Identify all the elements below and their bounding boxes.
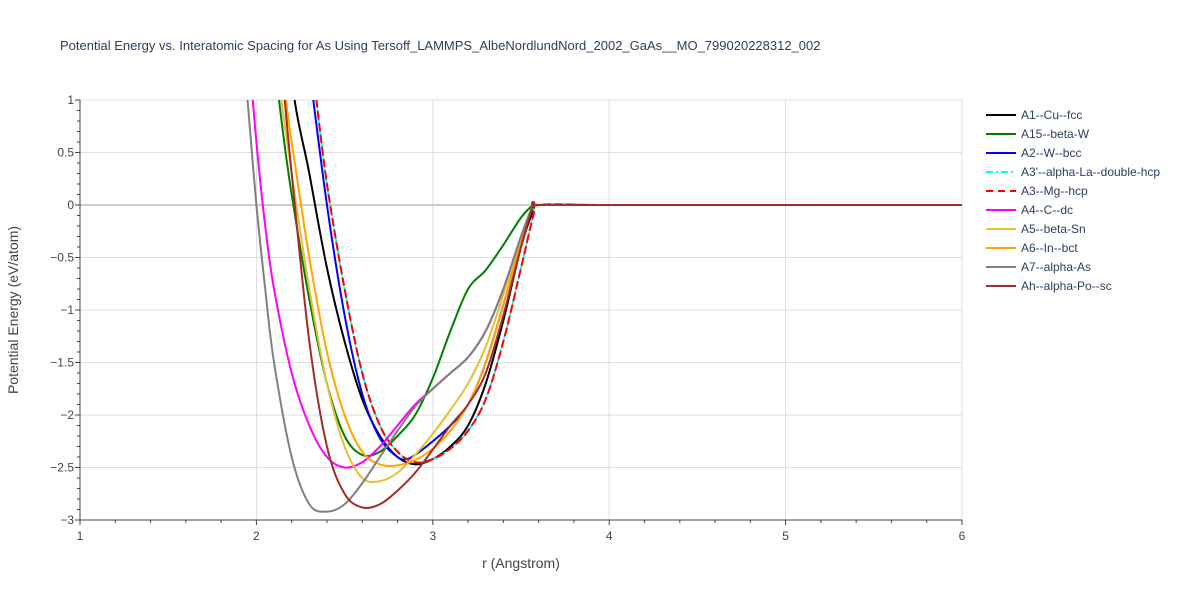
legend-item[interactable]: A2--W--bcc xyxy=(986,146,1081,160)
legend-label: A2--W--bcc xyxy=(1021,146,1081,160)
x-tick-label: 2 xyxy=(253,529,260,543)
series-line-6 xyxy=(251,100,962,469)
legend[interactable]: A1--Cu--fcc A15--beta-W A2--W--bcc A3'--alp… xyxy=(986,108,1160,293)
y-tick-label: −2.5 xyxy=(50,461,74,475)
legend-item[interactable]: A4--C--dc xyxy=(986,203,1073,217)
y-axis-title: Potential Energy (eV/atom) xyxy=(5,226,21,394)
x-tick-label: 5 xyxy=(782,529,789,543)
legend-item[interactable]: A15--beta-W xyxy=(986,127,1090,141)
series-line-7 xyxy=(280,100,962,484)
tick-labels: 1 2 3 4 5 6 1 0.5 0 −0.5 −1 −1.5 −2 −2.5 −3 xyxy=(50,93,965,543)
legend-label: A6--In--bct xyxy=(1021,241,1078,255)
legend-item[interactable]: A3'--alpha-La--double-hcp xyxy=(986,165,1160,179)
legend-label: A4--C--dc xyxy=(1021,203,1073,217)
legend-item[interactable]: A5--beta-Sn xyxy=(986,222,1086,236)
legend-label: A7--alpha-As xyxy=(1021,260,1091,274)
legend-label: A3--Mg--hcp xyxy=(1021,184,1088,198)
chart-title: Potential Energy vs. Interatomic Spacing… xyxy=(60,38,821,53)
legend-label: A5--beta-Sn xyxy=(1021,222,1086,236)
x-tick-label: 3 xyxy=(429,529,436,543)
legend-label: Ah--alpha-Po--sc xyxy=(1021,279,1112,293)
series-line-8 xyxy=(284,100,962,467)
legend-item[interactable]: A6--In--bct xyxy=(986,241,1078,255)
x-tick-label: 4 xyxy=(606,529,613,543)
legend-item[interactable]: A1--Cu--fcc xyxy=(986,108,1082,122)
plot-area xyxy=(246,100,962,513)
y-tick-label: −1.5 xyxy=(50,356,74,370)
y-tick-label: −1 xyxy=(60,303,74,317)
x-tick-label: 6 xyxy=(959,529,966,543)
series-line-3 xyxy=(312,100,962,461)
axes xyxy=(75,99,963,525)
legend-item[interactable]: Ah--alpha-Po--sc xyxy=(986,279,1112,293)
y-tick-label: −2 xyxy=(60,408,74,422)
series-line-1 xyxy=(293,100,962,466)
series-line-10 xyxy=(283,100,962,510)
legend-label: A15--beta-W xyxy=(1021,127,1090,141)
series-line-2 xyxy=(277,100,962,457)
grid xyxy=(80,99,963,520)
legend-item[interactable]: A7--alpha-As xyxy=(986,260,1091,274)
x-axis-title: r (Angstrom) xyxy=(482,555,560,571)
y-tick-label: 0.5 xyxy=(57,146,74,160)
legend-label: A1--Cu--fcc xyxy=(1021,108,1082,122)
y-tick-label: 0 xyxy=(67,198,74,212)
legend-label: A3'--alpha-La--double-hcp xyxy=(1021,165,1160,179)
y-tick-label: −0.5 xyxy=(50,251,74,265)
legend-item[interactable]: A3--Mg--hcp xyxy=(986,184,1088,198)
y-tick-label: 1 xyxy=(67,93,74,107)
x-tick-label: 1 xyxy=(77,529,84,543)
y-tick-label: −3 xyxy=(60,513,74,527)
